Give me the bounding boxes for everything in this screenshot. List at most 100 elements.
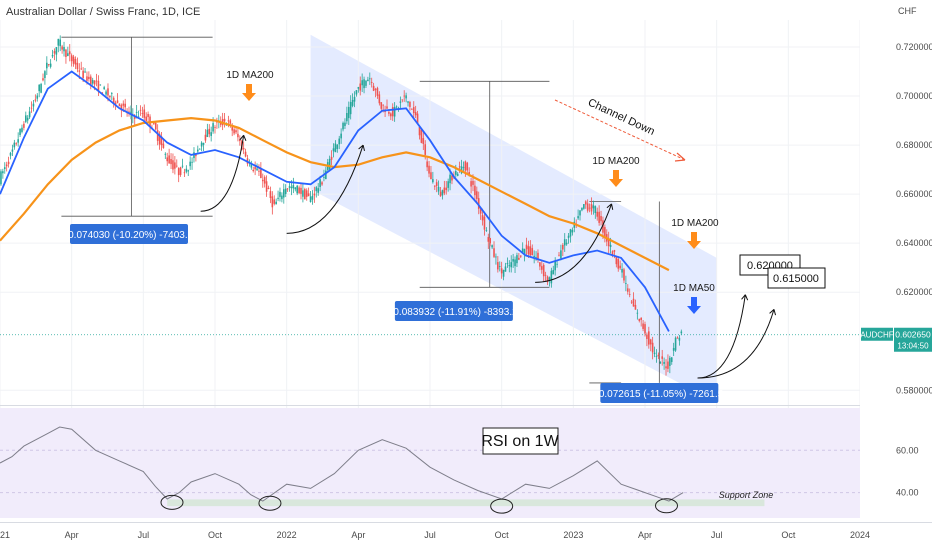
candle-body (281, 195, 283, 200)
candle-body (347, 106, 350, 119)
candle-body (491, 245, 493, 248)
candle-body (655, 356, 658, 357)
candle-body (416, 113, 419, 124)
candle-body (485, 230, 488, 231)
candle-body (548, 277, 551, 281)
candle-body (256, 168, 258, 171)
channel-arrow-head (674, 152, 686, 162)
candle-body (21, 127, 23, 132)
candle-body (565, 242, 568, 245)
candle-body (527, 246, 530, 255)
candle-body (648, 331, 650, 345)
candle-body (615, 255, 618, 265)
candle-body (93, 80, 96, 85)
candle-body (198, 148, 201, 150)
candle-body (330, 156, 333, 160)
candle-body (474, 185, 476, 196)
candle-body (602, 220, 604, 233)
candle-body (315, 187, 318, 191)
candle-body (124, 103, 126, 108)
candle-body (521, 248, 524, 253)
candle-body (70, 55, 73, 62)
candle-body (455, 171, 457, 175)
candle-body (449, 174, 451, 184)
candle-body (80, 68, 83, 70)
candle-body (510, 262, 513, 268)
candle-body (476, 191, 478, 199)
x-tick-label: Jul (424, 530, 436, 540)
candle-body (447, 181, 449, 188)
candle-body (388, 111, 390, 114)
candle-body (516, 255, 518, 264)
candle-body (653, 352, 656, 355)
candle-body (554, 260, 556, 271)
candle-body (311, 195, 314, 200)
rebound-arc-1 (200, 135, 245, 212)
channel-arrow-line (554, 99, 686, 161)
candle-body (390, 113, 392, 117)
candle-body (5, 164, 8, 167)
candle-body (91, 80, 94, 84)
candle-body (619, 265, 621, 269)
candle-body (611, 251, 614, 255)
candle-body (370, 81, 373, 83)
candle-body (646, 334, 648, 339)
rebound-arc-3-head (606, 203, 614, 210)
candle-body (233, 129, 235, 134)
candle-body (439, 191, 442, 197)
x-tick-label: Jul (138, 530, 150, 540)
ma50-arrow (687, 297, 701, 314)
candle-body (187, 170, 190, 172)
candle-body (529, 246, 532, 256)
x-tick-label: Apr (638, 530, 652, 540)
projection-arc-1 (697, 294, 746, 379)
candle-body (395, 106, 398, 108)
candle-body (495, 256, 497, 258)
candle-body (304, 189, 306, 200)
candle-body (676, 337, 679, 339)
candle-body (309, 196, 312, 203)
candle-body (464, 161, 467, 171)
candle-body (229, 120, 232, 124)
candle-body (391, 107, 394, 117)
candle-body (162, 143, 165, 148)
candle-body (472, 180, 474, 185)
candle-body (47, 64, 50, 65)
candle-body (133, 116, 136, 119)
candle-body (577, 216, 579, 219)
candle-body (386, 106, 388, 109)
candle-body (424, 144, 427, 155)
candle-body (185, 168, 188, 172)
candle-body (292, 185, 295, 189)
candle-body (26, 117, 29, 121)
candle-body (556, 263, 558, 265)
candle-body (23, 123, 25, 128)
candle-body (210, 132, 212, 136)
candle-body (627, 288, 629, 292)
candle-body (351, 99, 354, 106)
x-tick-label: Apr (351, 530, 365, 540)
candle-body (432, 179, 434, 183)
candle-body (342, 122, 344, 130)
candle-body (321, 182, 323, 185)
measure-box (70, 224, 188, 244)
candle-body (384, 111, 386, 113)
candle-body (40, 83, 42, 93)
candle-body (284, 188, 287, 194)
x-tick-label: Oct (495, 530, 510, 540)
candle-body (584, 201, 587, 205)
candle-body (369, 78, 371, 80)
candle-body (147, 113, 149, 118)
x-tick-label: 2021 (0, 530, 10, 540)
candle-body (181, 165, 184, 167)
candle-body (598, 211, 600, 223)
candle-body (307, 193, 310, 197)
candle-body (305, 190, 308, 197)
rsi-line (0, 426, 684, 502)
candle-body (179, 167, 182, 175)
rebound-arc-2-head (358, 144, 365, 152)
candle-body (15, 143, 18, 145)
candle-body (265, 181, 268, 192)
candle-body (258, 170, 260, 172)
candle-body (154, 122, 157, 130)
